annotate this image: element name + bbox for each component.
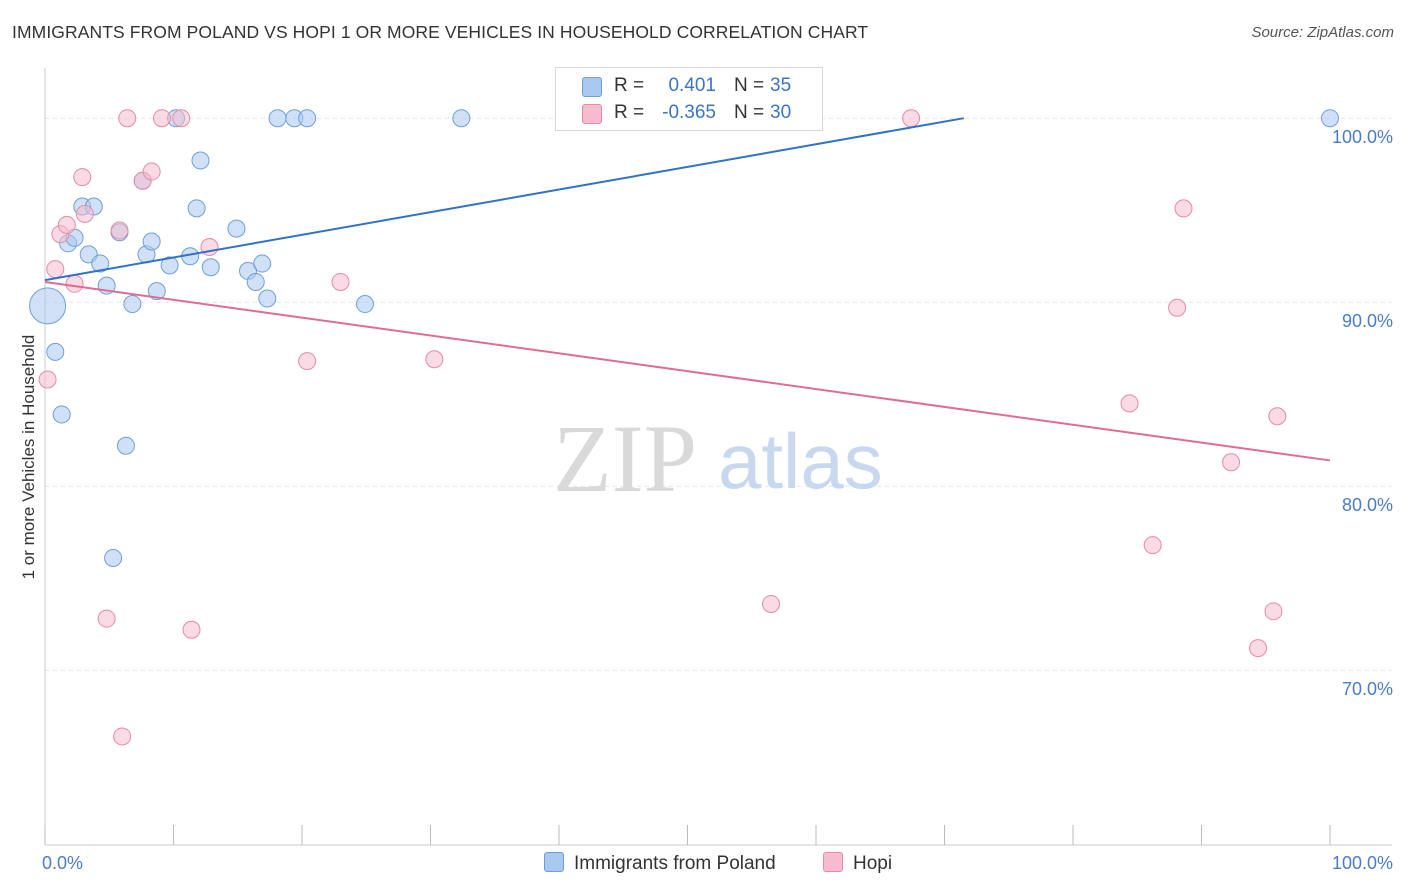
x-tick-label: 100.0% — [1332, 853, 1393, 873]
data-point-poland — [1321, 109, 1339, 128]
legend-swatch-poland — [582, 77, 602, 97]
data-point-hopi — [38, 370, 57, 389]
data-point-hopi — [902, 109, 921, 128]
data-point-poland — [187, 199, 206, 218]
data-point-poland — [29, 287, 67, 325]
data-point-hopi — [1222, 453, 1241, 472]
legend-n-value: 30 — [770, 102, 792, 123]
source-label: Source: ZipAtlas.com — [1251, 24, 1394, 41]
legend-r-value: -0.365 — [662, 102, 716, 123]
legend-r-value: 0.401 — [668, 75, 716, 96]
legend-n-label: N = — [734, 102, 765, 123]
watermark-atlas: atlas — [718, 417, 883, 505]
y-axis-title: 1 or more Vehicles in Household — [19, 335, 38, 580]
legend-r-label: R = — [614, 102, 645, 123]
data-point-poland — [160, 256, 179, 275]
data-point-poland — [355, 295, 374, 314]
trend-lines — [44, 117, 1331, 462]
data-point-poland — [258, 289, 277, 308]
data-point-hopi — [75, 204, 94, 223]
data-point-poland — [253, 254, 272, 273]
data-points — [29, 109, 1339, 746]
data-point-hopi — [1249, 639, 1268, 658]
data-point-hopi — [762, 594, 781, 613]
data-point-hopi — [1268, 407, 1287, 426]
data-point-hopi — [425, 350, 444, 369]
data-point-hopi — [1264, 602, 1283, 621]
watermark-zip: ZIP — [553, 405, 697, 512]
data-point-hopi — [1143, 536, 1162, 555]
legend-swatch-hopi — [582, 104, 602, 124]
legend-n-label: N = — [734, 75, 765, 96]
data-point-poland — [246, 272, 265, 291]
data-point-poland — [142, 232, 161, 251]
data-point-hopi — [1174, 199, 1193, 218]
bottom-legend-poland[interactable]: Immigrants from Poland — [544, 852, 776, 876]
y-tick-label: 100.0% — [1332, 127, 1393, 147]
y-tick-label: 70.0% — [1342, 679, 1393, 699]
data-point-poland — [227, 219, 246, 238]
data-point-poland — [104, 548, 123, 567]
axes — [44, 68, 1392, 846]
data-point-hopi — [331, 272, 350, 291]
data-point-poland — [298, 109, 317, 128]
data-point-hopi — [65, 274, 84, 293]
x-tick-label: 0.0% — [42, 853, 83, 873]
legend-r-label: R = — [614, 75, 645, 96]
legend-n-value: 35 — [770, 75, 792, 96]
trend-line-hopi — [44, 280, 1331, 462]
bottom-legend-hopi[interactable]: Hopi — [823, 852, 892, 876]
data-point-poland — [46, 342, 65, 361]
data-point-hopi — [1168, 298, 1187, 317]
data-point-poland — [91, 254, 110, 273]
bottom-legend-swatch-poland — [544, 852, 564, 872]
data-point-poland — [52, 405, 71, 424]
bottom-legend-label: Hopi — [853, 853, 893, 874]
data-point-hopi — [73, 168, 92, 187]
axis-labels: 70.0% 80.0% 90.0% 100.0% 0.0% 100.0% — [42, 127, 1393, 873]
watermark: ZIP atlas — [553, 405, 883, 512]
data-point-poland — [268, 109, 287, 128]
data-point-hopi — [142, 162, 161, 181]
data-point-poland — [452, 109, 471, 128]
grid-lines — [45, 117, 1392, 671]
stats-legend: R = 0.401 N = 35 R = -0.365 N = 30 — [555, 67, 823, 131]
data-point-hopi — [46, 260, 65, 279]
y-tick-label: 90.0% — [1342, 311, 1393, 331]
data-point-hopi — [1120, 394, 1139, 413]
data-point-hopi — [182, 620, 201, 639]
data-point-poland — [123, 295, 142, 314]
data-point-hopi — [298, 352, 317, 371]
data-point-hopi — [118, 109, 137, 128]
data-point-poland — [147, 282, 166, 301]
chart-title: IMMIGRANTS FROM POLAND VS HOPI 1 OR MORE… — [12, 22, 869, 42]
data-point-hopi — [172, 109, 191, 128]
bottom-legend-swatch-hopi — [823, 852, 843, 872]
y-tick-label: 80.0% — [1342, 495, 1393, 515]
data-point-hopi — [113, 727, 132, 746]
data-point-hopi — [57, 215, 76, 234]
bottom-legend-label: Immigrants from Poland — [574, 853, 776, 874]
data-point-hopi — [97, 609, 116, 628]
data-point-poland — [191, 151, 210, 170]
data-point-poland — [201, 258, 220, 277]
data-point-hopi — [110, 221, 129, 240]
data-point-poland — [116, 436, 135, 455]
data-point-hopi — [152, 109, 171, 128]
trend-line-poland — [44, 117, 964, 282]
